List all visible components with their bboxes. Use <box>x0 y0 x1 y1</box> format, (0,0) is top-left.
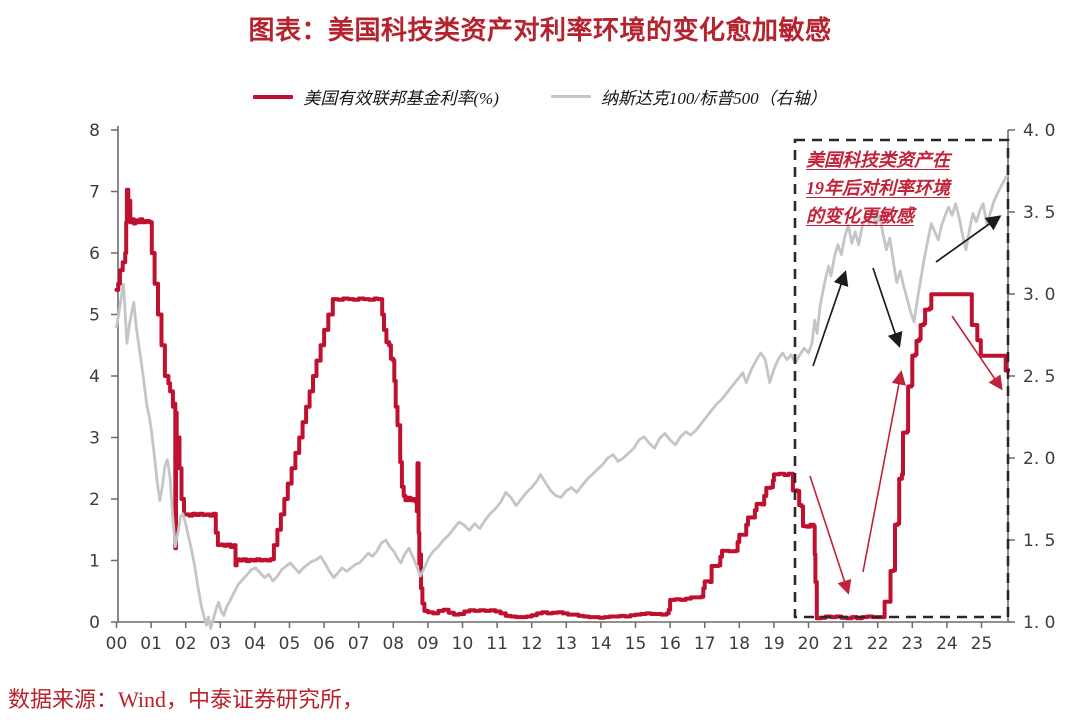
right-axis-tick-label: 2. 0 <box>1023 449 1055 469</box>
left-axis-tick-label: 6 <box>89 244 100 264</box>
x-axis-tick-label: 14 <box>590 634 612 654</box>
x-axis-tick-label: 24 <box>936 634 958 654</box>
x-axis-tick-label: 04 <box>244 634 266 654</box>
annotation-line-2: 19年后对利率环境 <box>806 178 950 198</box>
right-axis-tick-label: 3. 0 <box>1023 285 1055 305</box>
left-axis-tick-label: 3 <box>89 429 100 449</box>
dashed-highlight-box <box>793 138 1010 619</box>
x-axis-tick-label: 06 <box>313 634 335 654</box>
legend-line-swatch-gray <box>550 95 591 98</box>
legend-line-swatch-red <box>253 94 294 99</box>
right-axis-tick-label: 2. 5 <box>1023 367 1055 387</box>
legend-label-fed-funds-rate: 美国有效联邦基金利率(%) <box>303 89 499 108</box>
x-axis-tick-label: 13 <box>555 634 577 654</box>
left-axis-tick-label: 8 <box>89 121 100 141</box>
x-axis-tick-label: 00 <box>106 634 128 654</box>
left-axis-tick-label: 4 <box>89 367 100 387</box>
x-axis-tick-label: 19 <box>763 634 785 654</box>
x-axis-tick-label: 01 <box>140 634 162 654</box>
annotation-line-3: 的变化更敏感 <box>806 206 914 226</box>
right-axis-tick-label: 1. 0 <box>1023 613 1055 633</box>
red-arrow-up-2022 <box>862 370 906 573</box>
legend: 美国有效联邦基金利率(%) 纳斯达克100/标普500（右轴） <box>0 84 1080 109</box>
x-axis-tick-label: 16 <box>659 634 681 654</box>
x-axis-tick-label: 20 <box>798 634 820 654</box>
x-axis-tick-label: 12 <box>521 634 543 654</box>
left-axis-tick-label: 2 <box>89 490 100 510</box>
x-axis-tick-label: 17 <box>694 634 716 654</box>
x-axis-tick-label: 08 <box>382 634 404 654</box>
legend-label-nasdaq-sp500-ratio: 纳斯达克100/标普500（右轴） <box>600 89 827 108</box>
x-axis-tick-label: 11 <box>486 634 508 654</box>
left-axis-tick-label: 5 <box>89 306 100 326</box>
left-axis-tick-label: 0 <box>89 613 100 633</box>
black-arrow-up-2025 <box>935 215 1002 263</box>
left-axis-tick-label: 7 <box>89 183 100 203</box>
x-axis-tick-label: 23 <box>901 634 923 654</box>
x-axis-tick-label: 21 <box>832 634 854 654</box>
source-note: 数据来源：Wind，中泰证券研究所， <box>8 687 364 712</box>
red-arrow-down-2020 <box>809 475 852 595</box>
nasdaq-sp500-ratio-line <box>115 174 1009 630</box>
right-axis-tick-label: 4. 0 <box>1023 121 1055 141</box>
x-axis-tick-label: 07 <box>348 634 370 654</box>
fed-funds-rate-line <box>114 187 1011 621</box>
legend-item-fed-funds-rate: 美国有效联邦基金利率(%) <box>253 84 499 109</box>
black-arrow-down-2022 <box>872 267 903 348</box>
x-axis-tick-label: 03 <box>209 634 231 654</box>
x-axis-tick-label: 22 <box>867 634 889 654</box>
x-axis-tick-label: 18 <box>728 634 750 654</box>
x-axis-tick-label: 05 <box>279 634 301 654</box>
x-axis-tick-label: 25 <box>971 634 993 654</box>
right-axis-tick-label: 1. 5 <box>1023 531 1055 551</box>
x-axis-tick-label: 10 <box>452 634 474 654</box>
x-axis-tick-label: 15 <box>625 634 647 654</box>
x-axis-tick-label: 02 <box>175 634 197 654</box>
annotation-line-1: 美国科技类资产在 <box>806 150 950 170</box>
page-title: 图表：美国科技类资产对利率环境的变化愈加敏感 <box>248 16 832 45</box>
annotation-callout: 美国科技类资产在 19年后对利率环境 的变化更敏感 <box>806 146 1016 230</box>
red-arrow-down-2024 <box>951 315 1003 391</box>
left-axis-tick-label: 1 <box>89 552 100 572</box>
legend-item-nasdaq-sp500-ratio: 纳斯达克100/标普500（右轴） <box>550 84 827 109</box>
x-axis-tick-label: 09 <box>417 634 439 654</box>
right-axis-tick-label: 3. 5 <box>1023 203 1055 223</box>
black-arrow-up-2020 <box>812 270 849 367</box>
